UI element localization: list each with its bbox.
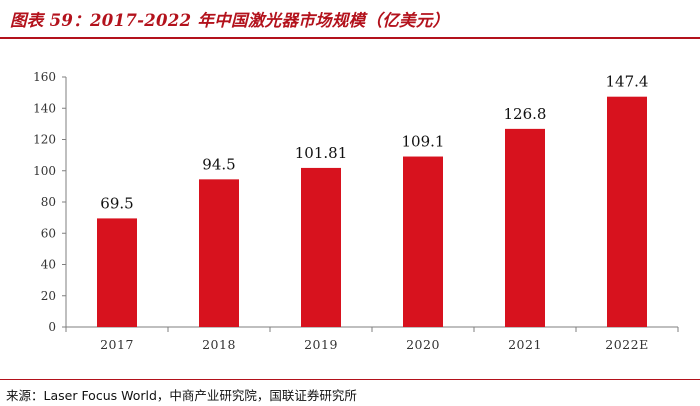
y-tick-label: 20: [41, 289, 56, 303]
bar-2020: [403, 156, 443, 327]
x-tick-label-2019: 2019: [304, 337, 338, 352]
bar-2018: [199, 179, 239, 327]
x-tick-label-2018: 2018: [202, 337, 236, 352]
bar-2022E: [607, 96, 647, 327]
footer-divider: [0, 379, 700, 380]
y-tick-label: 100: [33, 164, 56, 178]
source-note: 来源：Laser Focus World，中商产业研究院，国联证券研究所: [6, 388, 357, 403]
data-label-2017: 69.5: [100, 194, 133, 212]
y-tick-label: 60: [41, 226, 56, 240]
y-tick-label: 140: [33, 101, 56, 115]
data-label-2020: 109.1: [402, 133, 445, 151]
data-label-2018: 94.5: [202, 155, 235, 173]
x-tick-label-2022E: 2022E: [605, 337, 648, 352]
y-tick-label: 160: [33, 70, 56, 84]
bar-2021: [505, 128, 545, 327]
bar-2019: [301, 167, 341, 327]
data-label-2022E: 147.4: [606, 73, 649, 91]
x-tick-label-2020: 2020: [406, 337, 440, 352]
title-divider: [0, 37, 700, 39]
x-tick-label-2021: 2021: [508, 337, 542, 352]
bar-2017: [97, 218, 137, 327]
figure-title: 图表 59：2017-2022 年中国激光器市场规模（亿美元）: [10, 11, 450, 30]
data-label-2019: 101.81: [295, 144, 348, 162]
x-tick-label-2017: 2017: [100, 337, 134, 352]
y-tick-label: 0: [48, 320, 56, 334]
y-tick-label: 120: [33, 133, 56, 147]
y-tick-label: 80: [41, 195, 56, 209]
y-tick-label: 40: [41, 258, 56, 272]
data-label-2021: 126.8: [504, 105, 547, 123]
